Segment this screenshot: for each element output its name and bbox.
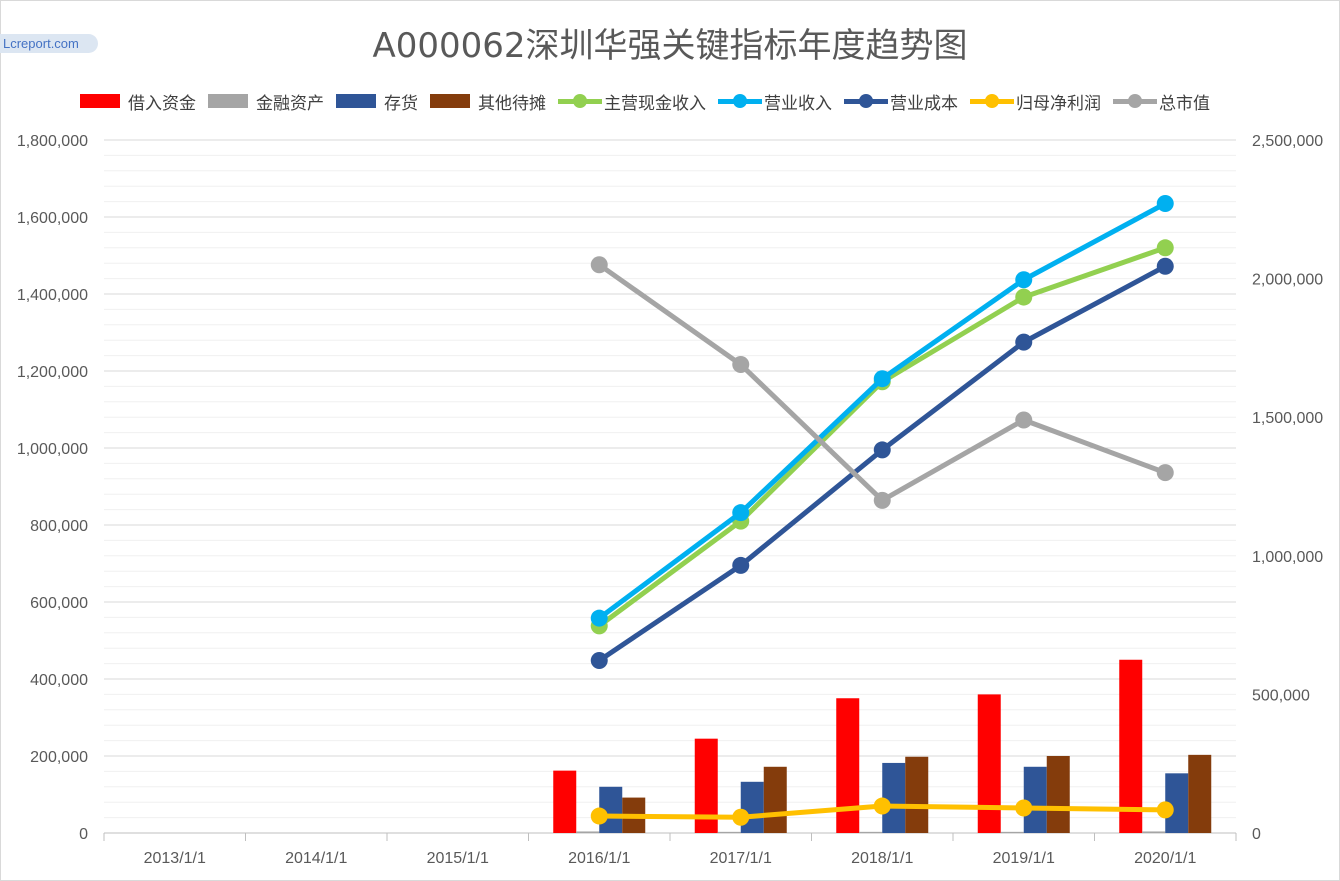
bar: [836, 698, 860, 833]
bar: [1165, 773, 1189, 833]
x-tick-label: 2017/1/1: [710, 850, 772, 867]
bar: [717, 831, 741, 833]
line-point: [590, 609, 608, 627]
legend-item: 营业成本: [844, 89, 958, 114]
bar: [553, 770, 577, 833]
bar: [1119, 659, 1143, 833]
legend-line-swatch: [558, 94, 602, 108]
x-tick-label: 2016/1/1: [568, 850, 630, 867]
line-point: [732, 556, 750, 574]
bar: [859, 831, 883, 833]
y-left-tick-label: 200,000: [30, 749, 88, 766]
y-right-tick-label: 500,000: [1252, 687, 1310, 704]
x-tick-label: 2018/1/1: [851, 850, 913, 867]
line-point: [873, 441, 891, 459]
line-point: [1156, 257, 1174, 275]
y-left-tick-label: 400,000: [30, 672, 88, 689]
line-point: [590, 652, 608, 670]
x-tick-label: 2015/1/1: [427, 850, 489, 867]
legend-item: 主营现金收入: [558, 89, 706, 114]
line-point: [732, 808, 750, 826]
bar: [1188, 754, 1212, 833]
bar: [1000, 831, 1024, 833]
x-tick-label: 2014/1/1: [285, 850, 347, 867]
watermark: Lcreport.com: [0, 34, 98, 53]
bar: [1142, 831, 1166, 833]
legend-bar-swatch: [80, 94, 120, 108]
legend-line-swatch: [844, 94, 888, 108]
y-right-tick-label: 1,500,000: [1252, 410, 1323, 427]
line-point: [732, 504, 750, 522]
legend-line-swatch: [970, 94, 1014, 108]
line-point: [1156, 239, 1174, 257]
x-tick-label: 2019/1/1: [993, 850, 1055, 867]
legend-item: 营业收入: [718, 89, 832, 114]
bar: [882, 762, 906, 833]
line-point: [1156, 464, 1174, 482]
line-point: [1156, 195, 1174, 213]
legend-item: 存货: [336, 89, 418, 114]
bar: [1046, 756, 1070, 833]
line-point: [873, 370, 891, 388]
line-point: [1156, 801, 1174, 819]
legend-line-swatch: [1113, 94, 1157, 108]
line-point: [873, 797, 891, 815]
line-point: [732, 356, 750, 374]
bar: [694, 738, 718, 833]
legend-item: 金融资产: [208, 89, 324, 114]
legend-line-swatch: [718, 94, 762, 108]
y-left-tick-label: 800,000: [30, 518, 88, 535]
line-point: [1015, 411, 1033, 429]
line-point: [590, 807, 608, 825]
line-point: [1015, 288, 1033, 306]
y-left-tick-label: 1,600,000: [17, 210, 88, 227]
chart-title: A000062深圳华强关键指标年度趋势图: [372, 26, 968, 66]
legend-label: 营业成本: [890, 93, 958, 114]
y-left-tick-label: 1,200,000: [17, 364, 88, 381]
legend-item: 借入资金: [80, 89, 196, 114]
legend-label: 归母净利润: [1016, 93, 1101, 114]
x-tick-label: 2020/1/1: [1134, 850, 1196, 867]
legend-bar-swatch: [208, 94, 248, 108]
legend-label: 营业收入: [764, 93, 832, 114]
line-point: [1015, 271, 1033, 289]
legend-label: 存货: [384, 93, 418, 114]
legend-label: 借入资金: [128, 93, 196, 114]
y-left-tick-label: 0: [79, 826, 88, 843]
legend-label: 其他待摊: [478, 93, 546, 114]
bar: [576, 831, 600, 833]
legend-bar-swatch: [336, 94, 376, 108]
legend-label: 金融资产: [256, 93, 324, 114]
line-point: [1015, 333, 1033, 351]
bar: [905, 756, 929, 833]
bar: [763, 766, 787, 833]
bar: [740, 781, 764, 833]
y-left-tick-label: 1,000,000: [17, 441, 88, 458]
bar: [977, 694, 1001, 833]
line-point: [873, 491, 891, 509]
y-left-tick-label: 1,400,000: [17, 287, 88, 304]
legend-item: 归母净利润: [970, 89, 1101, 114]
legend-label: 主营现金收入: [604, 93, 706, 114]
legend-item: 总市值: [1113, 89, 1210, 114]
series-line: [597, 245, 1167, 628]
legend-item: 其他待摊: [430, 89, 546, 114]
y-right-tick-label: 2,000,000: [1252, 272, 1323, 289]
bar: [1023, 766, 1047, 833]
legend: 借入资金 金融资产 存货 其他待摊 主营现金收入 营业收入 营业成本 归母净利润 总市值: [80, 88, 1222, 114]
legend-bar-swatch: [430, 94, 470, 108]
y-right-tick-label: 1,000,000: [1252, 549, 1323, 566]
legend-label: 总市值: [1159, 93, 1210, 114]
line-point: [590, 256, 608, 274]
line-point: [1015, 799, 1033, 817]
y-left-tick-label: 600,000: [30, 595, 88, 612]
y-right-tick-label: 2,500,000: [1252, 133, 1323, 150]
y-left-tick-label: 1,800,000: [17, 133, 88, 150]
x-tick-label: 2013/1/1: [144, 850, 206, 867]
y-right-tick-label: 0: [1252, 826, 1261, 843]
